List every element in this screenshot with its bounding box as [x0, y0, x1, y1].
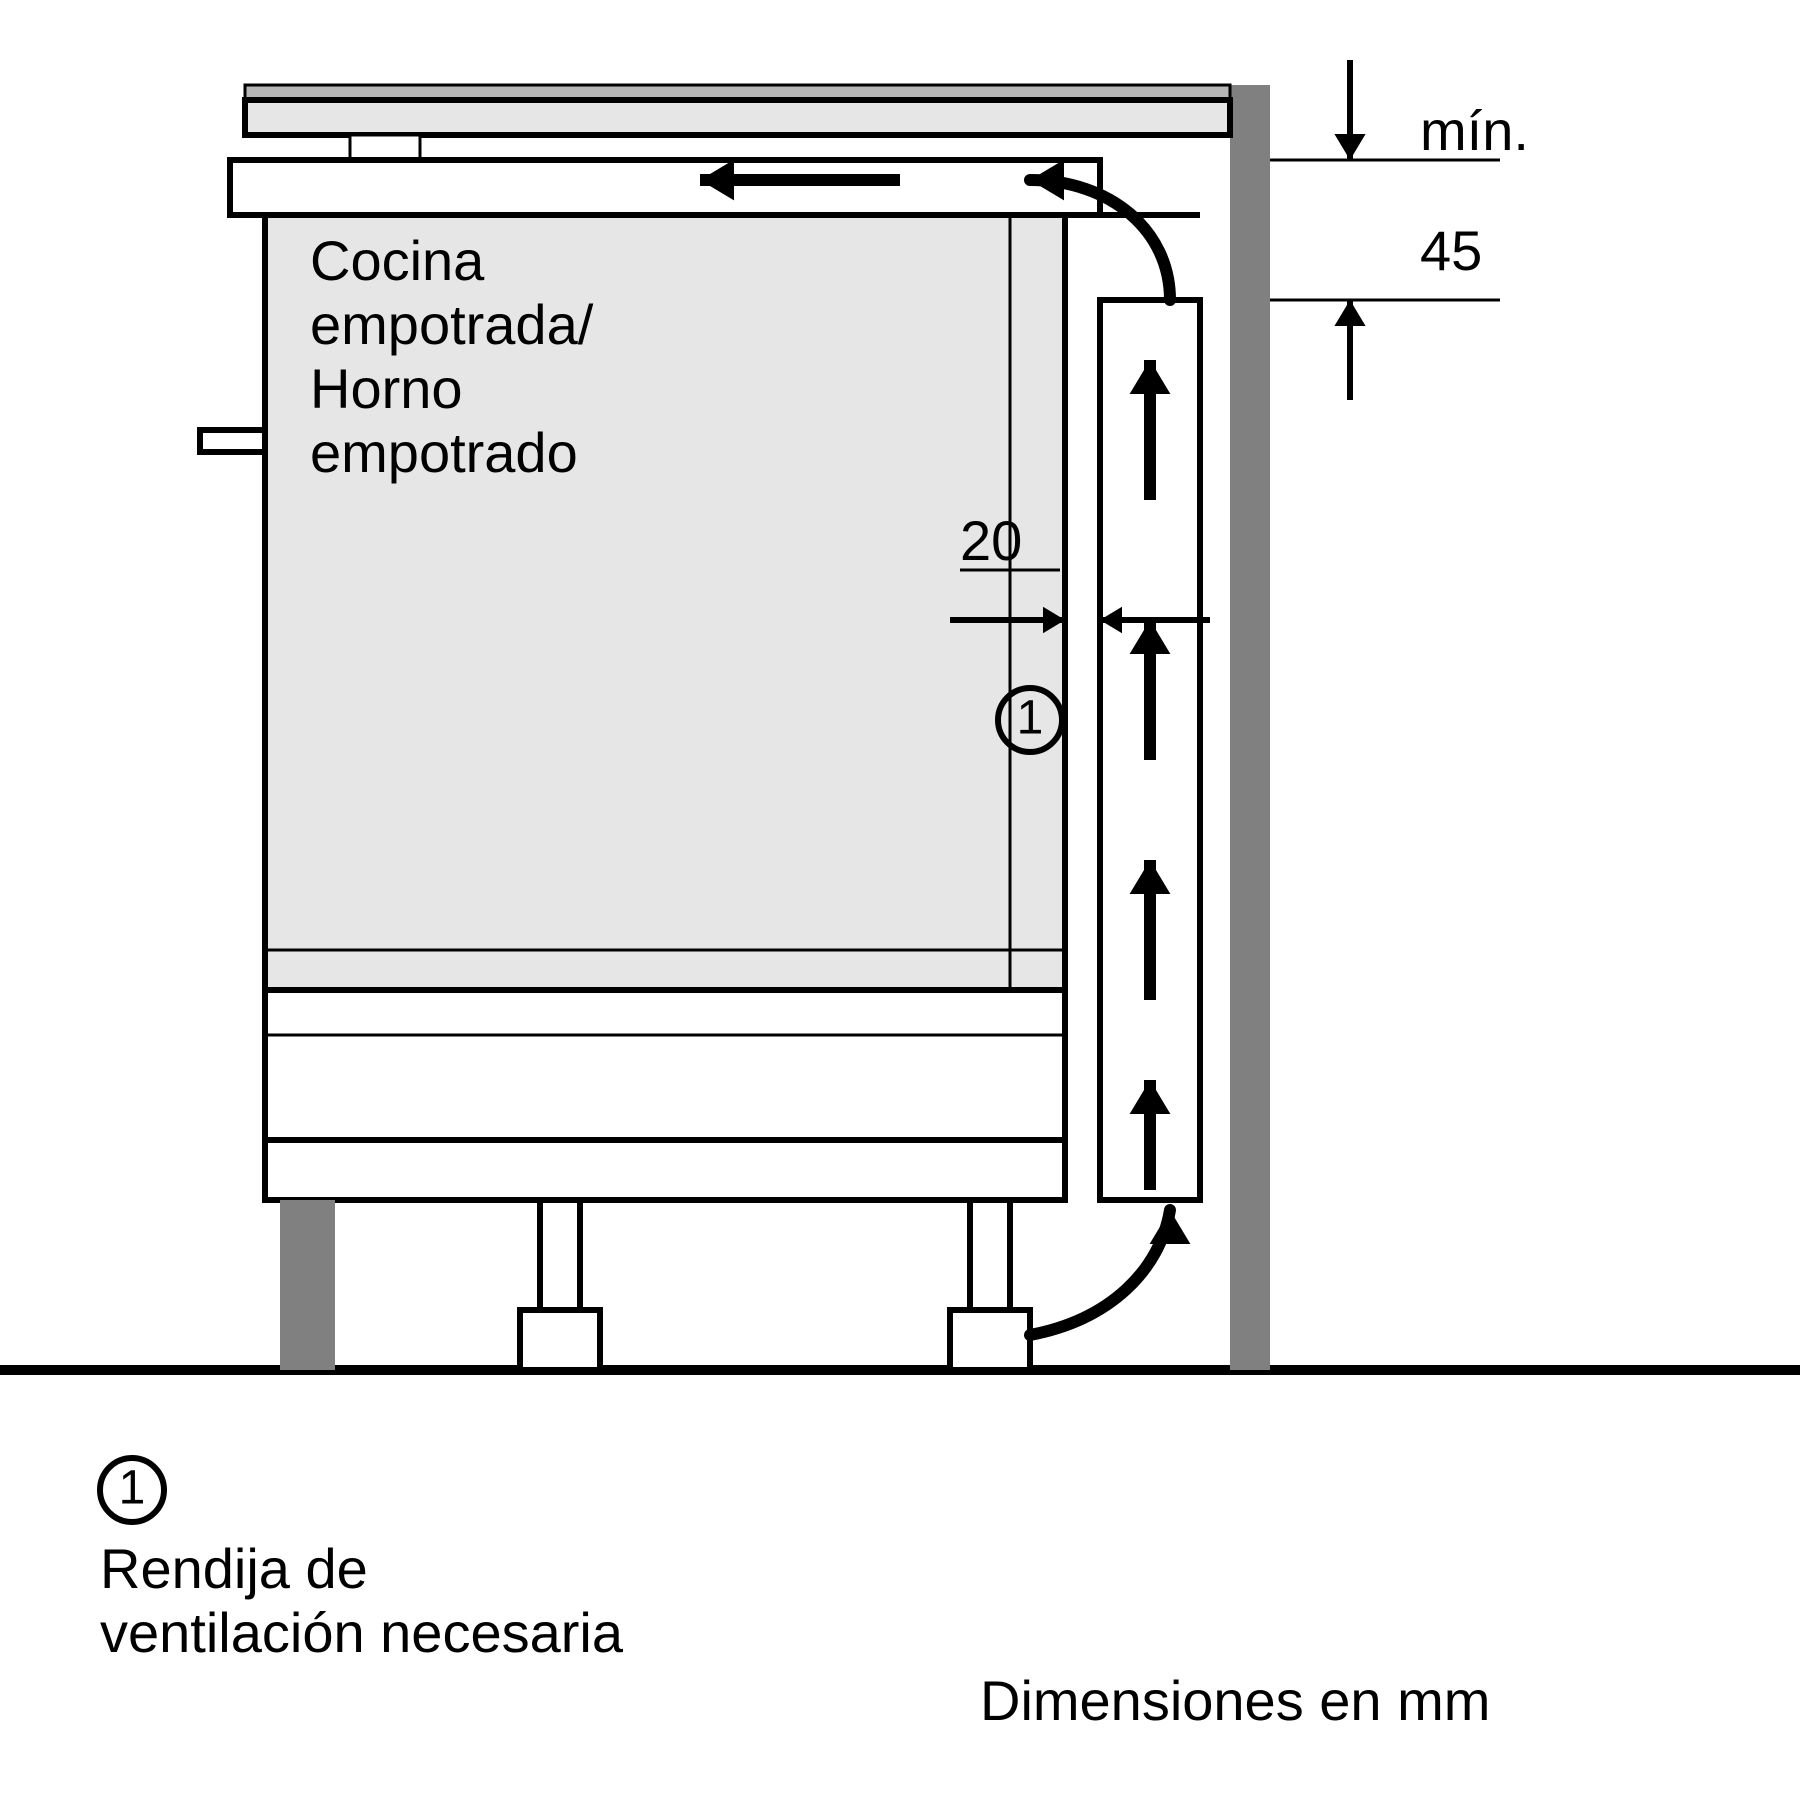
cooktop-notch	[350, 135, 420, 160]
leg-0-stem	[540, 1200, 580, 1310]
dim45-arrow-bot-head	[1334, 300, 1365, 326]
wall	[1230, 85, 1270, 1370]
leg-1-foot	[950, 1310, 1030, 1370]
oven-label-1: empotrada/	[310, 293, 594, 356]
oven-label-2: Horno	[310, 357, 463, 420]
base-rail	[265, 1140, 1065, 1200]
oven-label-0: Cocina	[310, 229, 485, 292]
legend-text-1: ventilación necesaria	[100, 1601, 624, 1664]
left-post	[280, 1200, 335, 1370]
flow-curve-bot	[1030, 1210, 1170, 1335]
dim45-label-val: 45	[1420, 219, 1482, 282]
oven-handle	[200, 430, 265, 452]
units-label: Dimensiones en mm	[980, 1669, 1490, 1732]
worktop	[230, 160, 1100, 215]
callout-1-text: 1	[1017, 691, 1044, 744]
dim20-label: 20	[960, 509, 1022, 572]
leg-1-stem	[970, 1200, 1010, 1310]
oven-label-3: empotrado	[310, 421, 578, 484]
drawer	[265, 990, 1065, 1140]
flow-curve-bot-head	[1150, 1210, 1191, 1244]
dim45-label-min: mín.	[1420, 99, 1529, 162]
dim45-arrow-top-head	[1334, 134, 1365, 160]
diagram-root: mín. 45 20 1 Cocinaempotrada/Hornoempotrado 1…	[0, 0, 1800, 1800]
legend-text-0: Rendija de	[100, 1537, 368, 1600]
leg-0-foot	[520, 1310, 600, 1370]
legend-1-text: 1	[119, 1461, 146, 1514]
cooktop-slab	[245, 100, 1230, 135]
diagram-svg: mín. 45 20 1 Cocinaempotrada/Hornoempotrado 1…	[0, 0, 1800, 1800]
